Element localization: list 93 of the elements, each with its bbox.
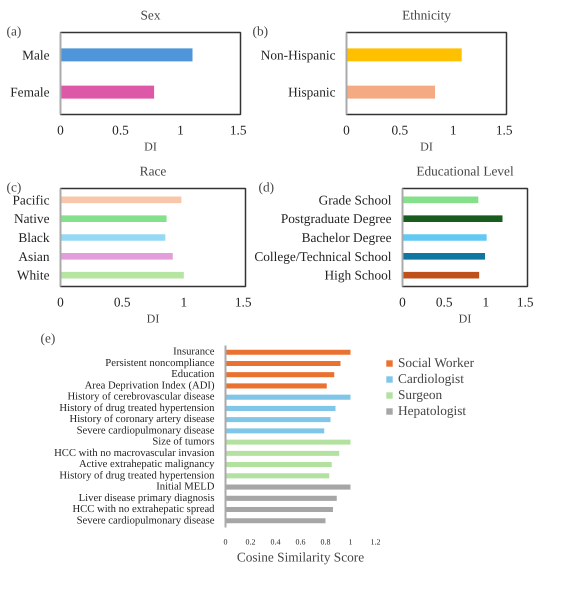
y-tick-label: Education <box>171 369 216 380</box>
y-tick-label: Size of tumors <box>152 436 215 448</box>
bar <box>402 215 502 222</box>
x-tick-label: 0 <box>399 294 406 310</box>
chart-title: Ethnicity <box>402 8 452 22</box>
x-tick-label: 0.5 <box>112 122 130 138</box>
x-tick-label: 0 <box>57 294 64 310</box>
bar <box>226 462 332 468</box>
x-tick-label: 0.5 <box>436 294 453 310</box>
bar <box>226 394 350 400</box>
x-axis-title: DI <box>420 140 433 154</box>
bar <box>60 253 173 260</box>
y-tick-label: High School <box>324 268 392 283</box>
bar <box>402 234 487 241</box>
x-tick-label: 1.5 <box>496 122 513 138</box>
x-tick-label: 0.4 <box>270 538 280 546</box>
bar <box>226 440 350 445</box>
y-tick-label: History of drug treated hypertension <box>59 470 216 482</box>
chart-title: Educational Level <box>416 164 514 178</box>
y-tick-label: Black <box>18 230 50 245</box>
text: (c) <box>6 180 22 194</box>
y-tick-label: Native <box>14 211 50 226</box>
bar <box>226 360 340 366</box>
text: (b) <box>252 24 268 38</box>
y-tick-label: Grade School <box>318 192 392 208</box>
x-tick-label: 0.5 <box>392 122 408 138</box>
y-tick-label: Severe cardiopulmonary disease <box>76 515 215 526</box>
y-tick-label: Male <box>22 47 50 62</box>
y-tick-label: Asian <box>18 248 50 264</box>
y-tick-label: Pacific <box>12 192 50 208</box>
bar <box>226 428 324 434</box>
bar <box>226 406 336 411</box>
x-tick-label: 0.8 <box>320 538 330 546</box>
y-tick-label: Severe cardiopulmonary disease <box>76 425 215 436</box>
bar <box>60 215 167 222</box>
x-tick-label: 0.2 <box>246 538 256 546</box>
legend-label: Surgeon <box>398 387 442 403</box>
x-tick-label: 1.5 <box>230 122 247 138</box>
y-tick-label: History of coronary artery disease <box>70 414 215 426</box>
x-tick-label: 1 <box>177 122 184 138</box>
bar <box>60 196 182 204</box>
y-tick-label: History of cerebrovascular disease <box>67 392 215 403</box>
x-tick-label: 0.6 <box>296 538 306 546</box>
x-axis-title: DI <box>146 312 160 326</box>
bar <box>226 417 330 422</box>
y-tick-label: Area Deprivation Index (ADI) <box>84 380 215 392</box>
y-tick-label: Postgraduate Degree <box>280 211 392 226</box>
x-axis-title: DI <box>458 312 472 326</box>
bar <box>226 383 327 388</box>
y-tick-label: Persistent noncompliance <box>105 358 215 369</box>
x-tick-label: 1.2 <box>370 538 380 546</box>
legend-label: Hepatologist <box>398 403 466 419</box>
text: (e) <box>40 330 56 346</box>
y-tick-label: Liver disease primary diagnosis <box>78 492 215 504</box>
legend-label: Social Worker <box>398 355 474 371</box>
y-tick-label: Non-Hispanic <box>260 47 336 62</box>
bar <box>226 350 350 355</box>
x-tick-label: 1.5 <box>516 294 534 310</box>
x-tick-label: 1 <box>180 294 188 310</box>
x-axis-title: DI <box>144 140 157 154</box>
y-tick-label: Insurance <box>173 346 215 358</box>
y-tick-label: College/Technical School <box>254 248 392 264</box>
bar <box>226 450 340 456</box>
bar <box>402 253 485 260</box>
y-tick-label: HCC with no macrovascular invasion <box>54 448 216 459</box>
x-tick-label: 1 <box>450 122 457 138</box>
chart-title: Sex <box>140 8 161 22</box>
legend-label: Cardiologist <box>398 371 464 387</box>
bar <box>226 473 330 478</box>
x-tick-label: 0.5 <box>114 294 131 310</box>
bar <box>402 272 480 278</box>
bar <box>402 196 478 204</box>
y-tick-label: Female <box>10 84 50 100</box>
x-tick-label: 0 <box>57 122 64 138</box>
y-tick-label: Hispanic <box>288 84 336 100</box>
y-tick-label: History of drug treated hypertension <box>59 402 216 414</box>
bar <box>60 234 166 241</box>
bar <box>60 272 184 278</box>
bar <box>226 372 334 378</box>
x-tick-label: 1.5 <box>234 294 252 310</box>
text: (a) <box>6 24 22 38</box>
chart-title: Race <box>140 164 166 178</box>
y-tick-label: Active extrahepatic malignancy <box>78 459 216 470</box>
y-tick-label: Bachelor Degree <box>302 230 392 245</box>
x-tick-label: 0 <box>343 122 350 138</box>
y-tick-label: HCC with no extrahepatic spread <box>72 504 216 516</box>
text: (d) <box>258 180 274 194</box>
x-tick-label: 1 <box>348 538 352 546</box>
y-tick-label: Initial MELD <box>156 482 215 493</box>
x-tick-label: 1 <box>482 294 490 310</box>
x-tick-label: 0 <box>224 538 228 546</box>
y-tick-label: White <box>16 268 50 283</box>
x-axis-title: Cosine Similarity Score <box>236 550 364 564</box>
